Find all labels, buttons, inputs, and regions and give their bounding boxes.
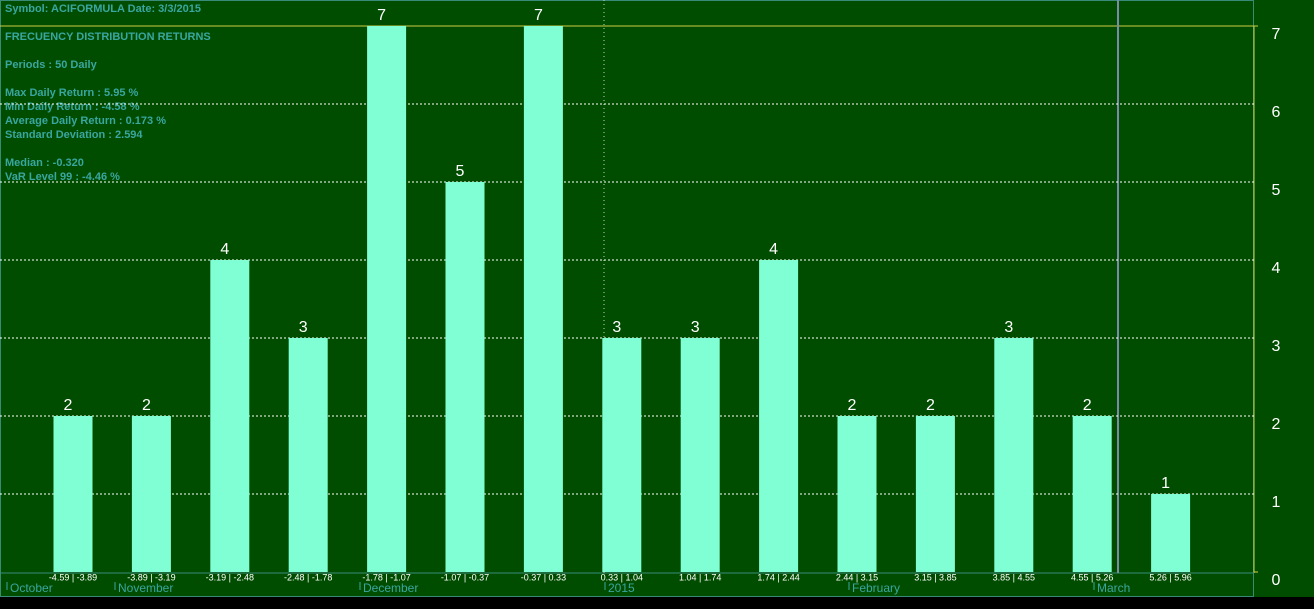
value-label: 3 (691, 319, 700, 336)
value-label: 3 (1004, 319, 1013, 336)
bar (523, 26, 563, 572)
value-label: 3 (299, 319, 308, 336)
value-label: 4 (769, 241, 778, 258)
date-label: December (363, 581, 418, 595)
date-label: October (10, 581, 53, 595)
y-tick-label: 3 (1272, 338, 1281, 355)
header: Symbol: ACIFORMULA Date: 3/3/2015 (5, 3, 201, 15)
y-tick-label: 0 (1272, 572, 1281, 589)
x-tick-label: -3.89 | -3.19 (127, 572, 175, 582)
x-tick-label: 3.85 | 4.55 (993, 572, 1035, 582)
value-label: 2 (1083, 397, 1092, 414)
bar (1151, 494, 1191, 572)
x-tick-label: 3.15 | 3.85 (914, 572, 956, 582)
bar (367, 26, 407, 572)
info-line: Standard Deviation : 2.594 (5, 129, 143, 141)
value-label: 7 (534, 7, 543, 24)
info-line: Median : -0.320 (5, 157, 84, 169)
bar (210, 260, 250, 572)
y-tick-label: 4 (1272, 260, 1281, 277)
x-tick-label: -1.07 | -0.37 (441, 572, 489, 582)
bar (837, 416, 877, 572)
bar (915, 416, 955, 572)
x-tick-label: 1.04 | 1.74 (679, 572, 721, 582)
y-tick-label: 5 (1272, 182, 1281, 199)
bar (602, 338, 642, 572)
bar (53, 416, 93, 572)
value-label: 2 (64, 397, 73, 414)
value-label: 2 (142, 397, 151, 414)
bar (1072, 416, 1112, 572)
y-tick-label: 2 (1272, 416, 1281, 433)
date-label: February (852, 581, 900, 595)
bar (759, 260, 799, 572)
date-label: November (118, 581, 173, 595)
value-label: 1 (1161, 475, 1170, 492)
x-tick-label: -1.78 | -1.07 (362, 572, 410, 582)
info-line: Average Daily Return : 0.173 % (5, 115, 166, 127)
value-label: 2 (926, 397, 935, 414)
chart-title: FRECUENCY DISTRIBUTION RETURNS (5, 31, 211, 43)
value-label: 7 (377, 7, 386, 24)
y-tick-label: 1 (1272, 494, 1281, 511)
info-line: Max Daily Return : 5.95 % (5, 87, 138, 99)
bar (680, 338, 720, 572)
bar (131, 416, 171, 572)
x-tick-label: 1.74 | 2.44 (757, 572, 799, 582)
date-label: March (1097, 581, 1130, 595)
x-tick-label: -4.59 | -3.89 (49, 572, 97, 582)
y-tick-label: 7 (1272, 26, 1281, 43)
bar (288, 338, 328, 572)
bar (445, 182, 485, 572)
value-label: 4 (220, 241, 229, 258)
x-tick-label: 5.26 | 5.96 (1149, 572, 1191, 582)
date-label: 2015 (608, 581, 635, 595)
value-label: 2 (848, 397, 857, 414)
value-label: 5 (456, 163, 465, 180)
info-line: VaR Level 99 : -4.46 % (5, 171, 120, 183)
x-tick-label: 2.44 | 3.15 (836, 572, 878, 582)
info-line: Min Daily Return : -4.58 % (5, 101, 140, 113)
x-tick-label: -0.37 | 0.33 (521, 572, 566, 582)
bar (994, 338, 1034, 572)
x-tick-label: 4.55 | 5.26 (1071, 572, 1113, 582)
info-line: Periods : 50 Daily (5, 59, 98, 71)
x-tick-label: 0.33 | 1.04 (601, 572, 643, 582)
x-tick-label: -3.19 | -2.48 (206, 572, 254, 582)
y-tick-label: 6 (1272, 104, 1281, 121)
value-label: 3 (612, 319, 621, 336)
x-tick-label: -2.48 | -1.78 (284, 572, 332, 582)
